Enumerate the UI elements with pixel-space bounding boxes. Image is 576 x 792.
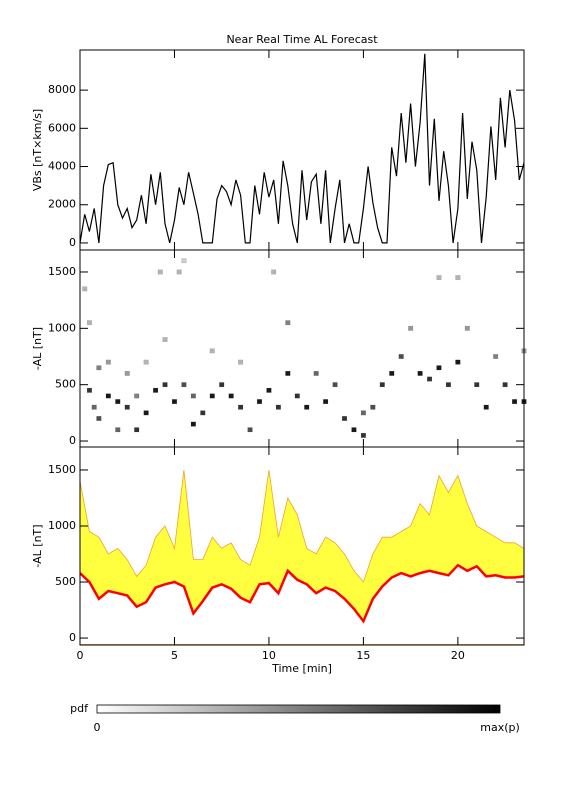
density-cell	[237, 359, 244, 365]
y-tick-label: 0	[69, 434, 76, 447]
density-cell	[426, 376, 433, 382]
density-cell	[266, 387, 272, 393]
density-cell	[398, 353, 404, 360]
density-cell	[511, 399, 518, 405]
density-cell	[96, 365, 102, 371]
density-cell	[360, 410, 367, 416]
density-cell	[143, 359, 149, 365]
density-cell	[200, 410, 206, 416]
density-cell	[152, 387, 159, 393]
x-tick-label: 10	[262, 649, 276, 662]
plot-frame	[79, 446, 525, 646]
density-cell	[436, 365, 442, 371]
y-tick-label: 1500	[48, 265, 76, 278]
density-cell	[285, 320, 291, 326]
data-line	[79, 53, 525, 244]
density-cell	[389, 370, 395, 376]
colorbar	[96, 704, 501, 714]
density-cell	[143, 410, 149, 416]
density-cell	[493, 353, 499, 360]
density-cell	[455, 275, 461, 281]
chart-title: Near Real Time AL Forecast	[226, 33, 378, 46]
y-axis-label: VBs [nT×km/s]	[31, 109, 44, 191]
density-cell	[105, 359, 111, 365]
density-cell	[105, 393, 111, 399]
colorbar-min: 0	[94, 721, 101, 734]
density-cell	[209, 348, 215, 354]
y-tick-label: 1000	[48, 519, 76, 532]
x-tick-label: 20	[451, 649, 465, 662]
median-line	[79, 563, 525, 624]
density-cell	[134, 393, 140, 399]
density-cell	[417, 370, 423, 376]
density-cell	[209, 393, 215, 399]
density-cell	[351, 427, 357, 433]
density-cell	[181, 258, 187, 264]
x-tick-label: 5	[171, 649, 178, 662]
density-cell	[171, 399, 178, 405]
y-tick-label: 2000	[48, 198, 76, 211]
y-tick-label: 0	[69, 631, 76, 644]
density-cell	[157, 269, 163, 275]
density-cell	[408, 325, 414, 331]
density-cell	[162, 337, 168, 343]
density-cell	[370, 404, 376, 410]
y-tick-label: 8000	[48, 83, 76, 96]
density-cell	[285, 370, 291, 376]
density-cell	[86, 387, 93, 393]
density-cell	[96, 415, 102, 421]
density-cell	[219, 382, 225, 388]
y-tick-label: 500	[55, 575, 76, 588]
density-cell	[275, 404, 281, 410]
density-cell	[181, 382, 187, 388]
colorbar-label: pdf	[70, 702, 89, 715]
band-floor	[80, 565, 524, 644]
density-cell	[445, 382, 452, 388]
density-cell	[86, 320, 93, 326]
density-cell	[228, 393, 234, 399]
density-cell	[176, 269, 182, 275]
x-tick-label: 0	[77, 649, 84, 662]
y-axis-label: -AL [nT]	[31, 327, 44, 370]
density-cell	[124, 370, 130, 376]
y-tick-label: 1500	[48, 463, 76, 476]
x-axis-label: Time [min]	[271, 662, 332, 675]
density-cell	[256, 399, 263, 405]
y-tick-label: 6000	[48, 121, 76, 134]
density-cell	[341, 415, 348, 421]
density-cell	[360, 432, 367, 438]
density-cell	[190, 421, 196, 427]
density-cell	[483, 404, 489, 410]
density-cell	[332, 382, 338, 388]
density-cell	[474, 382, 480, 388]
density-cell	[115, 399, 121, 405]
density-cell	[271, 269, 277, 275]
density-cell	[237, 404, 244, 410]
y-axis-label: -AL [nT]	[31, 524, 44, 567]
density-cell	[294, 393, 300, 399]
density-cell	[379, 382, 385, 388]
x-tick-label: 15	[356, 649, 370, 662]
density-cell	[313, 370, 319, 376]
density-cell	[190, 393, 196, 399]
density-cell	[124, 404, 130, 410]
density-cell	[247, 427, 253, 433]
density-cell	[115, 427, 121, 433]
density-cell	[82, 286, 88, 292]
density-cell	[455, 359, 461, 365]
y-tick-label: 500	[55, 378, 76, 391]
y-tick-label: 0	[69, 236, 76, 249]
density-cell	[134, 427, 140, 433]
density-cell	[91, 404, 97, 410]
density-cell	[464, 325, 470, 331]
colorbar-max: max(p)	[480, 721, 520, 734]
density-cell	[502, 382, 508, 388]
density-cell	[323, 399, 329, 405]
density-cell	[304, 404, 310, 410]
density-cell	[436, 275, 442, 281]
density-cell	[162, 382, 168, 388]
y-tick-label: 1000	[48, 321, 76, 334]
y-tick-label: 4000	[48, 160, 76, 173]
